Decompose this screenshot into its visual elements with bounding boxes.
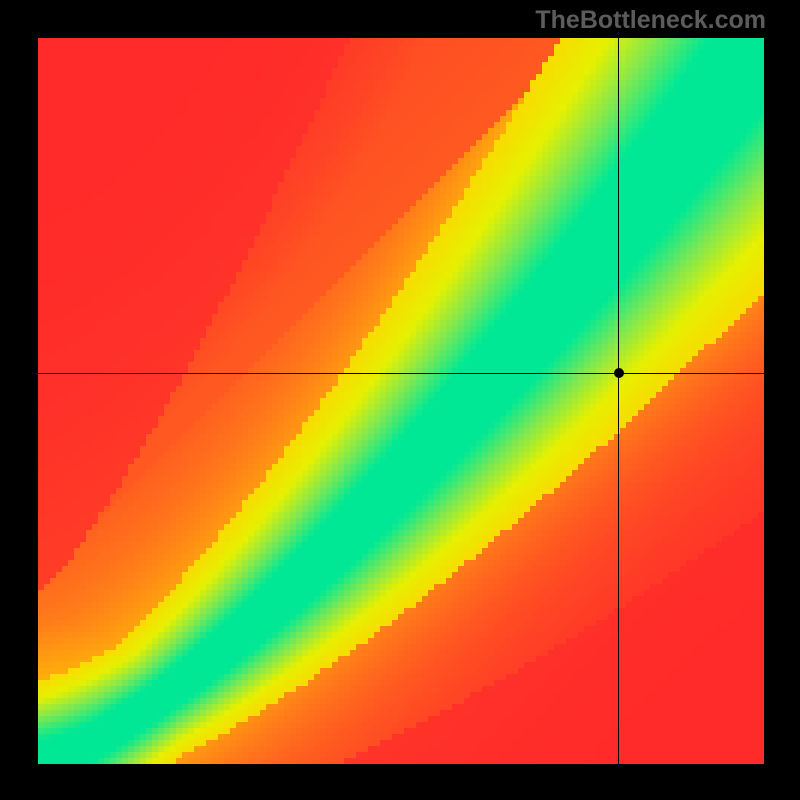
crosshair-horizontal: [38, 373, 764, 374]
heatmap-canvas: [38, 38, 764, 764]
watermark-text: TheBottleneck.com: [535, 6, 766, 35]
plot-area: [38, 38, 764, 764]
crosshair-vertical: [618, 38, 619, 764]
